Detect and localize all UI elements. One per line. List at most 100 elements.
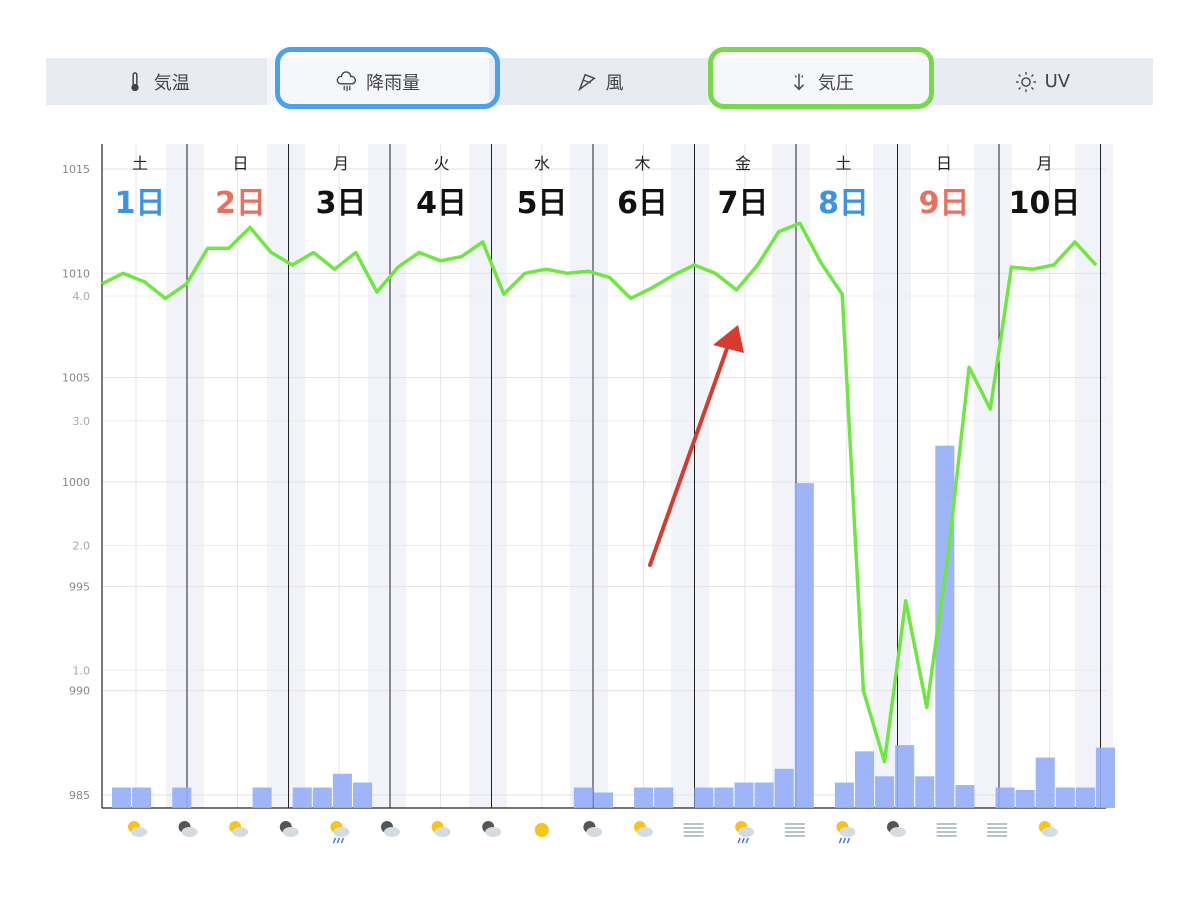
day-of-week-label: 水 [533, 154, 550, 173]
rain-bar [754, 782, 774, 808]
moon-cloud-icon [381, 821, 400, 837]
tab-temperature-label: 気温 [153, 72, 190, 94]
rain-bar [654, 787, 674, 808]
rain-bar [352, 782, 373, 808]
moon-cloud-icon [178, 821, 198, 837]
pressure-tick-label: 985 [69, 789, 90, 802]
rain-bar [694, 787, 714, 808]
pressure-tick-label: 1000 [62, 476, 90, 489]
moon-cloud-icon [279, 821, 299, 837]
pressure-icon [793, 73, 805, 90]
rain-cloud-icon [336, 70, 357, 91]
rain-tick-label: 2.0 [73, 540, 91, 553]
rain-bar [332, 773, 352, 808]
rain-bar [955, 785, 975, 808]
sun-cloud-icon [229, 821, 249, 837]
tab-rainfall[interactable]: 降雨量 [267, 58, 489, 105]
fog-icon [683, 823, 704, 837]
tab-uv[interactable]: UV [932, 58, 1153, 105]
rain-bar [995, 787, 1015, 808]
night-band [671, 144, 709, 808]
tab-uv-label: UV [1044, 71, 1071, 92]
rain-bar [714, 787, 734, 808]
day-of-week-label: 日 [232, 154, 249, 173]
rain-bar [1075, 787, 1095, 808]
day-of-week-label: 土 [835, 154, 852, 173]
pressure-tick-label: 990 [69, 685, 90, 698]
sun-cloud-icon [634, 821, 653, 837]
pressure-tick-label: 1015 [62, 163, 90, 176]
date-label: 6日 [617, 186, 668, 221]
day-of-week-label: 月 [1036, 154, 1053, 173]
rain-bar [734, 782, 754, 808]
sun-rain-icon [735, 821, 755, 844]
annotation-arrow-shaft [648, 338, 732, 567]
day-of-week-label: 日 [935, 154, 952, 173]
rain-bar [1055, 787, 1075, 808]
rain-bar [875, 776, 895, 808]
tab-wind[interactable]: 風 [489, 58, 710, 105]
night-band [267, 144, 305, 808]
fog-icon [784, 823, 805, 837]
rain-bar [172, 787, 192, 808]
rain-bar [312, 787, 332, 808]
rain-bar [854, 751, 875, 808]
rain-bar [634, 787, 654, 808]
thermometer-icon [131, 71, 139, 91]
rain-bar [834, 782, 854, 808]
rain-tick-label: 4.0 [73, 290, 91, 303]
night-band [368, 144, 406, 808]
rain-bar [112, 787, 132, 808]
day-of-week-label: 金 [734, 154, 751, 173]
pressure-tick-label: 1005 [62, 372, 90, 385]
rain-bar [1015, 790, 1035, 808]
day-of-week-label: 火 [433, 154, 450, 173]
rain-bar [774, 768, 794, 808]
date-label: 5日 [516, 186, 568, 221]
sun-rain-icon [330, 821, 350, 844]
date-label: 4日 [416, 186, 467, 221]
rain-bar [794, 483, 814, 808]
annotation-arrow-head [713, 325, 744, 353]
rain-tick-label: 3.0 [73, 415, 91, 428]
date-label: 1日 [114, 186, 166, 221]
pressure-tick-label: 1010 [62, 267, 90, 280]
rain-bar [1035, 757, 1055, 808]
sun-rain-icon [836, 821, 856, 844]
sun-cloud-icon [1038, 821, 1058, 837]
rain-bar [292, 787, 312, 808]
day-of-week-label: 土 [131, 154, 148, 173]
date-label: 10日 [1008, 186, 1081, 221]
tab-rainfall-label: 降雨量 [366, 72, 421, 94]
date-label: 3日 [315, 186, 367, 221]
tab-pressure[interactable]: 気圧 [710, 58, 932, 105]
date-label: 2日 [215, 186, 266, 221]
rain-bar [132, 787, 152, 808]
moon-cloud-icon [482, 821, 502, 837]
rain-bar [252, 787, 272, 808]
fog-icon [936, 823, 957, 837]
sun-icon [1015, 71, 1036, 92]
fog-icon [987, 823, 1008, 837]
rain-tick-label: 1.0 [73, 664, 91, 677]
rain-bar [1095, 747, 1115, 808]
night-band [469, 144, 507, 808]
tab-wind-label: 風 [605, 72, 624, 94]
date-label: 7日 [717, 186, 769, 221]
tab-temperature[interactable]: 気温 [46, 58, 267, 105]
pressure-tick-label: 995 [69, 580, 90, 593]
day-of-week-label: 月 [332, 154, 349, 173]
rain-bar [593, 792, 613, 808]
rain-bar [895, 745, 915, 808]
sun-icon [534, 823, 549, 837]
tab-bar: 気温 降雨量 風 気圧 UV [46, 58, 1153, 105]
night-band [166, 144, 204, 808]
night-band [1075, 144, 1113, 808]
pressure-line [101, 221, 1098, 764]
sun-cloud-icon [128, 821, 147, 837]
date-label: 8日 [818, 186, 869, 221]
day-of-week-label: 木 [634, 154, 651, 173]
tab-pressure-label: 気圧 [817, 72, 854, 94]
rain-bar [573, 787, 593, 808]
